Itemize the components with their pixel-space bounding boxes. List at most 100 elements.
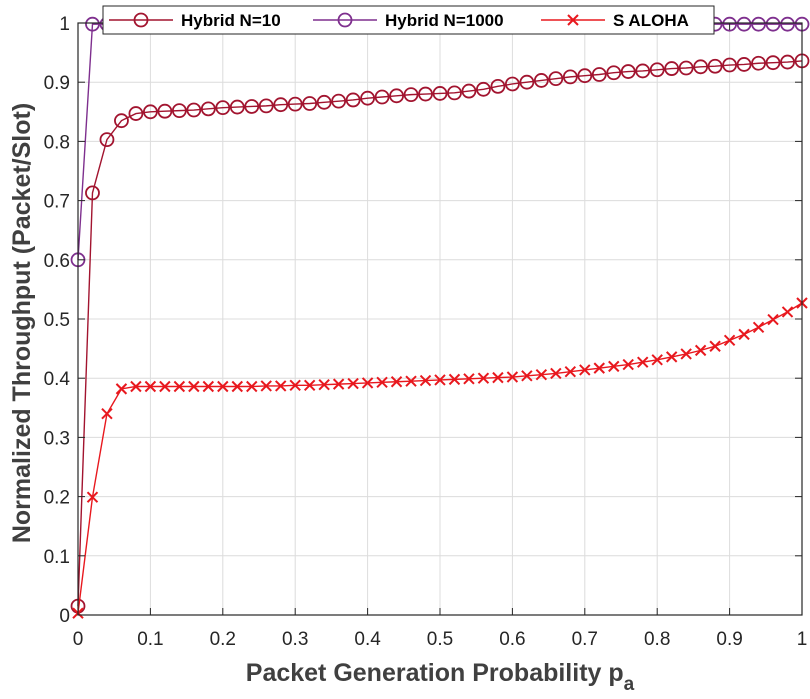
- data-point-s-aloha: [477, 372, 490, 384]
- data-point-hybrid-n10: [244, 99, 260, 114]
- legend-label-s-aloha: S ALOHA: [613, 11, 689, 30]
- data-point-hybrid-n10: [635, 63, 651, 79]
- data-point-hybrid-n10: [85, 185, 100, 201]
- data-point-s-aloha: [303, 379, 316, 392]
- data-point-s-aloha: [680, 348, 692, 360]
- data-point-hybrid-n10: [142, 104, 158, 120]
- data-point-s-aloha: [738, 328, 750, 341]
- data-point-hybrid-n10: [331, 93, 347, 109]
- data-point-hybrid-n10: [649, 62, 665, 78]
- data-point-hybrid-n1000: [751, 16, 766, 32]
- data-point-hybrid-n10: [707, 58, 723, 74]
- data-point-hybrid-n10: [519, 74, 535, 90]
- y-tick-label: 0.3: [44, 428, 70, 449]
- data-point-hybrid-n10: [664, 61, 680, 76]
- data-point-hybrid-n10: [114, 113, 129, 129]
- data-point-hybrid-n10: [751, 55, 766, 71]
- data-point-s-aloha: [694, 344, 707, 357]
- y-tick-label: 0.5: [44, 310, 70, 331]
- x-tick-label: 0.8: [644, 629, 670, 650]
- data-point-hybrid-n10: [620, 64, 636, 79]
- data-point-s-aloha: [564, 365, 577, 378]
- data-point-s-aloha: [665, 351, 678, 363]
- data-point-s-aloha: [419, 374, 432, 387]
- data-point-s-aloha: [246, 380, 258, 393]
- x-tick-label: 0.6: [499, 629, 525, 650]
- y-tick-label: 0.7: [44, 192, 70, 213]
- data-point-s-aloha: [608, 360, 620, 373]
- y-tick-label: 0.4: [44, 369, 71, 390]
- x-tick-label: 1: [797, 629, 808, 650]
- data-point-hybrid-n10: [577, 68, 593, 84]
- x-tick-label: 0.3: [282, 629, 308, 650]
- data-point-hybrid-n10: [505, 76, 520, 92]
- data-point-s-aloha: [217, 380, 229, 393]
- y-axis-title: Normalized Throughput (Packet/Slot): [8, 103, 36, 543]
- data-point-hybrid-n10: [287, 96, 303, 112]
- legend-box: [102, 5, 715, 35]
- legend: Hybrid N=10 Hybrid N=1000 S ALOHA: [102, 5, 715, 35]
- data-point-hybrid-n10: [432, 86, 448, 101]
- data-point-hybrid-n10: [461, 83, 477, 99]
- x-tick-label: 0.1: [137, 629, 163, 650]
- data-point-s-aloha: [361, 377, 374, 389]
- legend-marker-hybrid-n10: [133, 12, 149, 28]
- data-point-s-aloha: [101, 408, 113, 420]
- data-point-hybrid-n10: [171, 103, 187, 119]
- data-point-s-aloha: [86, 491, 99, 503]
- data-point-s-aloha: [130, 380, 142, 393]
- data-point-hybrid-n10: [548, 71, 564, 87]
- data-point-hybrid-n10: [374, 89, 390, 105]
- legend-item-hybrid-n1000: Hybrid N=1000: [313, 11, 504, 30]
- data-point-hybrid-n10: [258, 98, 274, 114]
- data-point-hybrid-n10: [780, 54, 795, 70]
- data-point-s-aloha: [521, 370, 533, 382]
- data-point-s-aloha: [332, 378, 345, 390]
- y-tick-label: 1: [59, 14, 70, 35]
- data-point-s-aloha: [593, 362, 605, 374]
- x-axis-title-main: Packet Generation Probability p: [246, 659, 624, 687]
- data-point-s-aloha: [550, 367, 562, 380]
- x-tick-label: 0.4: [354, 629, 381, 650]
- data-point-hybrid-n10: [200, 101, 216, 117]
- y-tick-label: 0.8: [44, 132, 70, 153]
- data-point-hybrid-n10: [360, 90, 376, 106]
- data-point-s-aloha: [492, 371, 504, 384]
- legend-label-hybrid-n1000: Hybrid N=1000: [385, 11, 504, 30]
- data-point-s-aloha: [448, 373, 461, 386]
- data-point-hybrid-n10: [533, 73, 549, 88]
- data-point-hybrid-n10: [128, 106, 144, 121]
- data-point-s-aloha: [289, 379, 301, 392]
- data-point-s-aloha: [535, 368, 548, 381]
- data-point-s-aloha: [637, 356, 649, 368]
- y-tick-label: 0.2: [44, 488, 70, 509]
- x-axis-title-subscript: a: [624, 674, 635, 695]
- data-point-s-aloha: [275, 380, 287, 392]
- data-point-hybrid-n10: [693, 59, 709, 75]
- series-line-hybrid-n10: [77, 60, 803, 607]
- x-axis-title: Packet Generation Probability pa: [246, 659, 635, 695]
- data-point-s-aloha: [463, 373, 475, 385]
- data-point-hybrid-n1000: [780, 16, 795, 32]
- data-point-hybrid-n10: [316, 94, 332, 110]
- data-point-s-aloha: [347, 377, 359, 390]
- data-point-s-aloha: [579, 364, 591, 376]
- data-point-s-aloha: [723, 334, 736, 347]
- data-point-hybrid-n10: [606, 65, 622, 81]
- data-point-hybrid-n10: [490, 78, 506, 94]
- x-tick-label: 0.2: [210, 629, 236, 650]
- data-point-hybrid-n10: [186, 102, 202, 118]
- data-point-hybrid-n10: [302, 96, 318, 111]
- data-point-hybrid-n10: [345, 92, 361, 108]
- data-point-s-aloha: [144, 380, 157, 393]
- x-tick-label: 0.9: [716, 629, 742, 650]
- legend-marker-hybrid-n1000: [337, 12, 353, 28]
- x-axis-ticks: 0 0.1 0.2 0.3 0.4 0.5 0.6 0.7 0.8 0.9 1: [73, 23, 808, 650]
- data-point-s-aloha: [115, 383, 128, 395]
- data-point-hybrid-n1000: [736, 16, 752, 32]
- legend-label-hybrid-n10: Hybrid N=10: [181, 11, 281, 30]
- x-tick-label: 0: [73, 629, 84, 650]
- data-point-hybrid-n10: [736, 57, 752, 72]
- data-point-s-aloha: [202, 380, 215, 393]
